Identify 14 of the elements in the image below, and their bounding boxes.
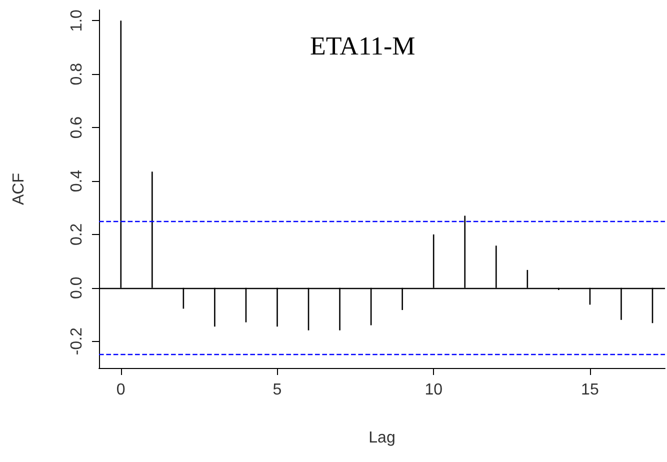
x-tick-label: 15 xyxy=(581,382,599,398)
y-tick-label: -0.2 xyxy=(68,327,86,356)
y-tick-label: 0.6 xyxy=(68,116,86,139)
x-tick-label: 0 xyxy=(116,382,126,398)
x-axis-title: Lag xyxy=(368,430,396,446)
y-tick-label: 0.4 xyxy=(68,170,86,192)
y-tick-label: 0.2 xyxy=(68,223,86,246)
y-tick-label: 0.0 xyxy=(68,276,86,299)
text: ETA11-M xyxy=(310,32,416,60)
y-tick-label: 0.8 xyxy=(68,62,86,86)
x-tick-label: 10 xyxy=(424,382,443,398)
y-axis-title: ACF xyxy=(10,172,28,205)
y-tick-label: 1.0 xyxy=(68,9,86,32)
x-tick-label: 5 xyxy=(272,382,282,398)
